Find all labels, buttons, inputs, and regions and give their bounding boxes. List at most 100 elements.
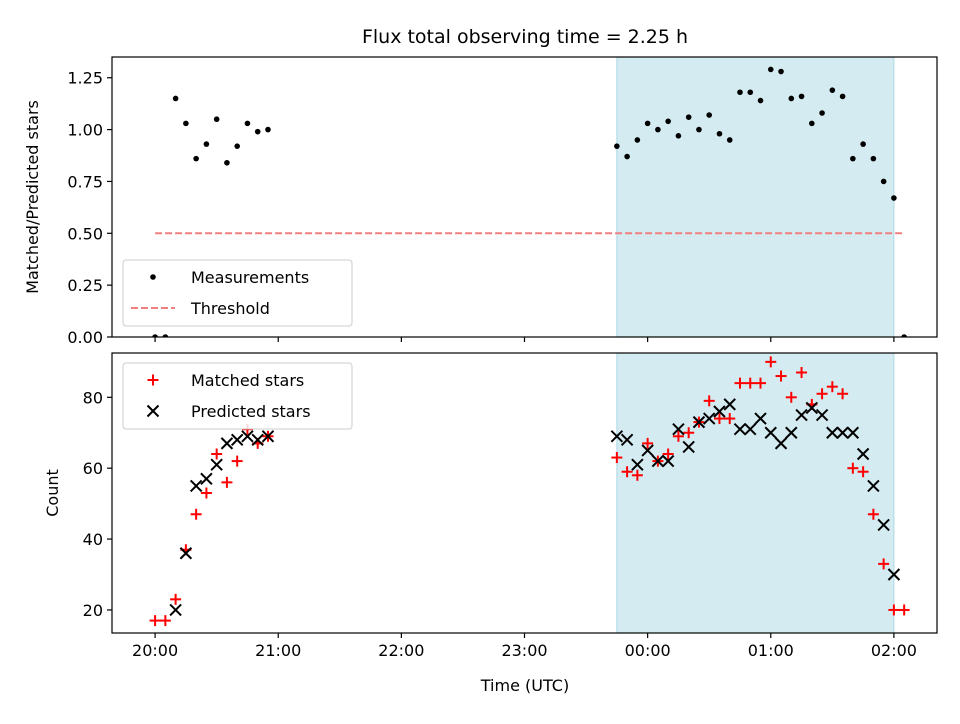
matched-stars-point xyxy=(878,558,890,570)
measurements-point xyxy=(696,126,702,133)
measurements-point xyxy=(901,334,907,337)
x-tick-label: 02:00 xyxy=(871,641,917,660)
y-tick-label: 80 xyxy=(83,388,103,407)
measurements-point xyxy=(726,137,733,143)
predicted-stars-point xyxy=(785,426,798,439)
marker-stroke xyxy=(702,412,716,425)
predicted-stars-point xyxy=(744,422,757,436)
measurements-point xyxy=(747,89,754,96)
marker-stroke xyxy=(877,518,890,532)
marker-stroke xyxy=(713,405,726,418)
predicted-stars-point xyxy=(702,412,716,425)
x-tick-label: 00:00 xyxy=(625,641,671,660)
measurements-point xyxy=(265,126,271,133)
measurements-point xyxy=(675,133,682,139)
legend-label: Threshold xyxy=(190,299,270,318)
measurements-point xyxy=(152,334,158,337)
predicted-stars-point xyxy=(672,422,685,436)
marker-stroke xyxy=(785,426,798,439)
marker-stroke xyxy=(682,440,695,454)
marker-stroke xyxy=(692,415,706,429)
matched-stars-point xyxy=(703,395,715,407)
matched-stars-point xyxy=(765,356,777,368)
matched-stars-point xyxy=(734,377,746,389)
measurements-point xyxy=(860,141,866,147)
y-tick-label: 60 xyxy=(83,459,103,478)
measurements-point xyxy=(870,155,877,162)
y-tick-label: 0.75 xyxy=(67,172,103,191)
marker-stroke xyxy=(661,454,675,468)
measurements-point xyxy=(193,155,199,162)
marker-stroke xyxy=(200,472,213,486)
legend-label: Predicted stars xyxy=(191,402,311,421)
x-tick-label: 22:00 xyxy=(378,641,424,660)
matched-stars-point xyxy=(621,466,633,478)
marker-stroke xyxy=(610,430,624,443)
measurements-point xyxy=(224,159,230,166)
predicted-stars-point xyxy=(867,479,880,493)
marker-stroke xyxy=(631,458,644,471)
marker-stroke xyxy=(887,568,901,581)
measurements-point xyxy=(839,93,846,100)
y-tick-label: 0.25 xyxy=(67,276,103,295)
matched-stars-point xyxy=(149,615,161,627)
marker-stroke xyxy=(210,458,223,471)
matched-stars-point xyxy=(775,370,787,382)
marker-stroke xyxy=(179,547,193,560)
marker-stroke xyxy=(220,437,234,450)
top-panel: 0.00 0.25 0.50 0.75 1.00 1.25 Measurements Thre… xyxy=(67,56,938,347)
measurements-point xyxy=(737,89,743,96)
measurements-point xyxy=(880,178,887,185)
bottom-y-axis-label: Count xyxy=(43,469,62,517)
predicted-stars-point xyxy=(877,518,890,532)
y-tick-label: 40 xyxy=(83,530,103,549)
marker-stroke xyxy=(764,426,777,439)
measurements-point xyxy=(644,120,651,127)
predicted-stars-point xyxy=(856,447,870,461)
measurements-point xyxy=(778,68,784,75)
matched-stars-point xyxy=(816,388,828,400)
measurements-point xyxy=(757,97,764,104)
matched-stars-point xyxy=(888,604,900,616)
marker-stroke xyxy=(826,426,839,439)
matched-stars-point xyxy=(826,381,838,393)
measurements-point xyxy=(716,130,723,137)
measurements-point xyxy=(767,66,774,73)
marker-stroke xyxy=(815,408,829,422)
marker-stroke xyxy=(651,454,665,468)
marker-stroke xyxy=(733,422,747,436)
predicted-stars-point xyxy=(815,408,829,422)
marker-stroke xyxy=(805,401,819,415)
measurements-point xyxy=(624,153,630,160)
marker-stroke xyxy=(169,603,182,617)
predicted-stars-point xyxy=(733,422,747,436)
measurements-point xyxy=(788,95,795,102)
y-tick-label: 1.00 xyxy=(67,121,103,140)
predicted-stars-point xyxy=(795,408,808,422)
marker-stroke xyxy=(251,433,264,447)
marker-stroke xyxy=(795,408,808,422)
measurements-point xyxy=(685,114,692,120)
predicted-stars-point xyxy=(661,454,675,468)
matched-stars-point xyxy=(170,593,182,605)
shaded-interval xyxy=(616,56,895,338)
matched-stars-point xyxy=(231,455,243,467)
matched-stars-point xyxy=(724,413,736,425)
matched-stars-point xyxy=(867,508,879,520)
predicted-stars-point xyxy=(241,430,254,443)
predicted-stars-point xyxy=(651,454,665,468)
marker-stroke xyxy=(672,422,685,436)
matched-stars-point xyxy=(713,413,725,425)
chart-title: Flux total observing time = 2.25 h xyxy=(362,26,688,48)
matched-stars-point xyxy=(755,377,767,389)
marker-stroke xyxy=(261,430,275,443)
measurements-point xyxy=(614,143,620,149)
predicted-stars-point xyxy=(620,433,634,447)
matched-stars-point xyxy=(211,448,223,460)
legend-marker xyxy=(150,274,156,280)
marker-stroke xyxy=(754,412,767,425)
measurements-point xyxy=(809,120,815,127)
measurements-point xyxy=(798,93,805,100)
matched-stars-point xyxy=(200,487,212,499)
